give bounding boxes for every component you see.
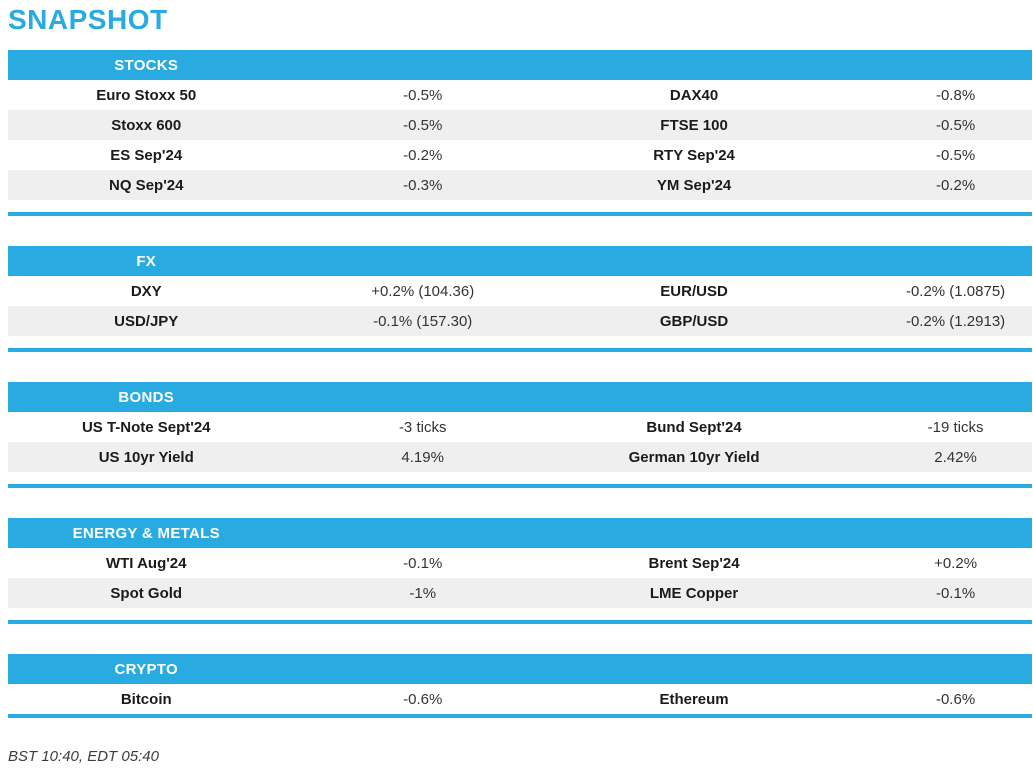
market-section: FX DXY +0.2% (104.36) EUR/USD -0.2% (1.0… xyxy=(8,246,1032,352)
timestamp-note: BST 10:40, EDT 05:40 xyxy=(8,748,159,765)
instrument-name: DAX40 xyxy=(669,86,719,104)
instrument-change: -0.1% xyxy=(403,554,443,572)
instrument-change: -19 ticks xyxy=(927,418,984,436)
instrument-change: -0.1% (157.30) xyxy=(373,312,473,330)
section-rows: Euro Stoxx 50 -0.5% DAX40 -0.8% Stoxx 60… xyxy=(8,80,1032,200)
table-spacer xyxy=(8,336,1032,348)
instrument-change: -0.2% xyxy=(403,146,443,164)
instrument-change: -0.6% xyxy=(403,690,443,708)
instrument-name: FTSE 100 xyxy=(660,116,728,134)
section-rows: Bitcoin -0.6% Ethereum -0.6% xyxy=(8,684,1032,714)
instrument-change: 4.19% xyxy=(401,448,444,466)
instrument-change: +0.2% xyxy=(934,554,978,572)
instrument-name: Brent Sep'24 xyxy=(648,554,740,572)
table-row: DXY +0.2% (104.36) EUR/USD -0.2% (1.0875… xyxy=(8,276,1032,306)
table-spacer xyxy=(8,472,1032,484)
instrument-name: WTI Aug'24 xyxy=(105,554,187,572)
instrument-name: Spot Gold xyxy=(110,584,183,602)
market-section: STOCKS Euro Stoxx 50 -0.5% DAX40 -0.8% S… xyxy=(8,50,1032,216)
table-row: US T-Note Sept'24 -3 ticks Bund Sept'24 … xyxy=(8,412,1032,442)
instrument-change: -0.8% xyxy=(935,86,976,104)
section-title: BONDS xyxy=(118,388,175,406)
instrument-change: -0.1% xyxy=(935,584,976,602)
instrument-change: -0.2% (1.2913) xyxy=(905,312,1006,330)
table-row: Stoxx 600 -0.5% FTSE 100 -0.5% xyxy=(8,110,1032,140)
section-title: CRYPTO xyxy=(114,660,178,678)
table-row: Spot Gold -1% LME Copper -0.1% xyxy=(8,578,1032,608)
section-header: ENERGY & METALS xyxy=(8,518,1032,548)
instrument-name: YM Sep'24 xyxy=(656,176,732,194)
table-spacer xyxy=(8,608,1032,620)
instrument-name: Bund Sept'24 xyxy=(646,418,742,436)
instrument-name: ES Sep'24 xyxy=(110,146,183,164)
instrument-change: -0.5% xyxy=(935,116,976,134)
table-spacer xyxy=(8,200,1032,212)
instrument-name: USD/JPY xyxy=(114,312,179,330)
instrument-name: German 10yr Yield xyxy=(628,448,760,466)
market-section: CRYPTO Bitcoin -0.6% Ethereum -0.6% xyxy=(8,654,1032,718)
instrument-name: GBP/USD xyxy=(659,312,729,330)
instrument-change: -0.5% xyxy=(403,86,443,104)
market-section: BONDS US T-Note Sept'24 -3 ticks Bund Se… xyxy=(8,382,1032,488)
instrument-change: -0.5% xyxy=(935,146,976,164)
page-title: SNAPSHOT xyxy=(8,4,168,35)
instrument-change: -0.6% xyxy=(935,690,976,708)
instrument-name: RTY Sep'24 xyxy=(653,146,735,164)
table-row: NQ Sep'24 -0.3% YM Sep'24 -0.2% xyxy=(8,170,1032,200)
instrument-name: Euro Stoxx 50 xyxy=(96,86,197,104)
section-title: STOCKS xyxy=(114,56,179,74)
table-row: US 10yr Yield 4.19% German 10yr Yield 2.… xyxy=(8,442,1032,472)
instrument-change: -3 ticks xyxy=(398,418,447,436)
instrument-change: -0.2% xyxy=(935,176,976,194)
section-header: BONDS xyxy=(8,382,1032,412)
instrument-name: LME Copper xyxy=(649,584,739,602)
instrument-name: US T-Note Sept'24 xyxy=(81,418,211,436)
table-row: WTI Aug'24 -0.1% Brent Sep'24 +0.2% xyxy=(8,548,1032,578)
instrument-name: Stoxx 600 xyxy=(111,116,182,134)
section-rows: US T-Note Sept'24 -3 ticks Bund Sept'24 … xyxy=(8,412,1032,472)
instrument-name: DXY xyxy=(130,282,162,300)
sections: STOCKS Euro Stoxx 50 -0.5% DAX40 -0.8% S… xyxy=(8,50,1033,718)
instrument-change: +0.2% (104.36) xyxy=(371,282,475,300)
table-row: USD/JPY -0.1% (157.30) GBP/USD -0.2% (1.… xyxy=(8,306,1032,336)
market-section: ENERGY & METALS WTI Aug'24 -0.1% Brent S… xyxy=(8,518,1032,624)
section-header: STOCKS xyxy=(8,50,1032,80)
table-row: Euro Stoxx 50 -0.5% DAX40 -0.8% xyxy=(8,80,1032,110)
instrument-change: -0.3% xyxy=(403,176,443,194)
section-title: ENERGY & METALS xyxy=(72,524,220,542)
instrument-name: EUR/USD xyxy=(660,282,728,300)
instrument-name: Bitcoin xyxy=(120,690,172,708)
section-header: CRYPTO xyxy=(8,654,1032,684)
instrument-change: -0.2% (1.0875) xyxy=(905,282,1006,300)
instrument-change: 2.42% xyxy=(934,448,977,466)
section-header: FX xyxy=(8,246,1032,276)
section-rows: DXY +0.2% (104.36) EUR/USD -0.2% (1.0875… xyxy=(8,276,1032,336)
instrument-name: Ethereum xyxy=(659,690,729,708)
section-rows: WTI Aug'24 -0.1% Brent Sep'24 +0.2% Spot… xyxy=(8,548,1032,608)
instrument-name: NQ Sep'24 xyxy=(109,176,184,194)
section-title: FX xyxy=(136,252,157,270)
table-row: ES Sep'24 -0.2% RTY Sep'24 -0.5% xyxy=(8,140,1032,170)
instrument-name: US 10yr Yield xyxy=(98,448,194,466)
table-row: Bitcoin -0.6% Ethereum -0.6% xyxy=(8,684,1032,714)
instrument-change: -1% xyxy=(409,584,437,602)
instrument-change: -0.5% xyxy=(403,116,443,134)
